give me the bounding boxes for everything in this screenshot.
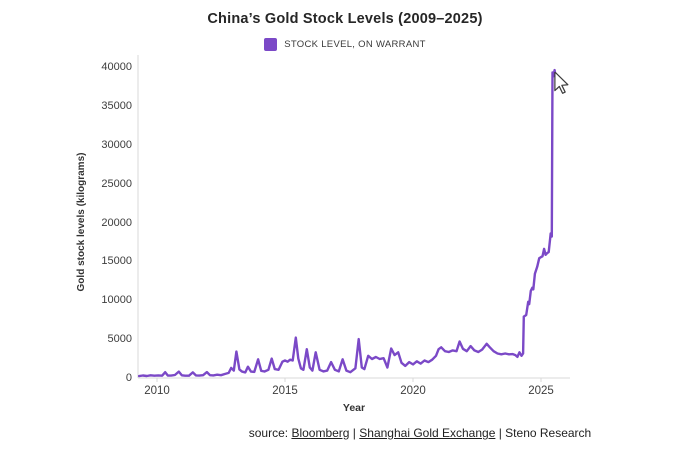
source-line: source: Bloomberg | Shanghai Gold Exchan…	[249, 426, 591, 440]
source-separator: |	[495, 426, 506, 440]
source-link-bloomberg[interactable]: Bloomberg	[291, 426, 350, 440]
source-steno-research: Steno Research	[505, 426, 592, 440]
legend-swatch-icon	[264, 38, 278, 51]
x-tick-label: 2010	[144, 385, 170, 397]
y-tick-label: 40000	[101, 61, 132, 73]
y-tick-label: 0	[125, 372, 132, 384]
y-tick-label: 10000	[101, 294, 132, 307]
mouse-cursor-icon	[554, 72, 569, 94]
y-tick-label: 5000	[107, 333, 132, 346]
y-tick-label: 15000	[101, 255, 132, 268]
source-separator: |	[349, 426, 360, 440]
x-axis-title: Year	[342, 402, 366, 414]
y-tick-label: 20000	[101, 216, 132, 229]
y-tick-label: 25000	[101, 177, 132, 190]
y-axis-tick-labels: 0 5000 10000 15000 20000 25000 30000 35000 40000	[0, 0, 132, 450]
x-tick-label: 2020	[400, 385, 426, 397]
source-prefix: source:	[248, 426, 292, 440]
x-tick-label: 2015	[272, 385, 298, 397]
y-axis-title: Gold stock levels (kilograms)	[76, 152, 87, 292]
legend: STOCK LEVEL, ON WARRANT	[0, 38, 690, 51]
x-tick-label: 2025	[528, 385, 554, 397]
y-tick-label: 35000	[101, 99, 132, 112]
y-tick-label: 30000	[101, 138, 132, 151]
chart-title: China’s Gold Stock Levels (2009–2025)	[207, 11, 483, 27]
source-link-shanghai-gold-exchange[interactable]: Shanghai Gold Exchange	[359, 426, 496, 440]
legend-label: STOCK LEVEL, ON WARRANT	[284, 39, 426, 50]
